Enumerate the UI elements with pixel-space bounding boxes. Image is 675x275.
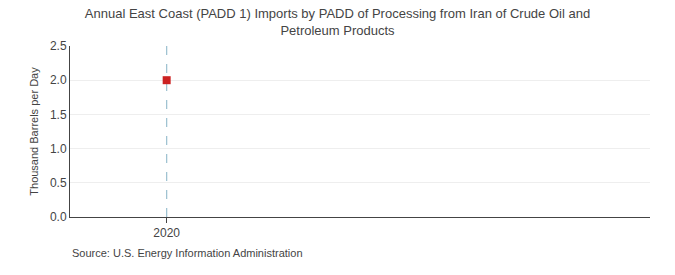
svg-text:0.5: 0.5	[50, 176, 67, 190]
svg-text:1.5: 1.5	[50, 108, 67, 122]
svg-text:Source: U.S. Energy Informatio: Source: U.S. Energy Information Administ…	[72, 247, 303, 259]
svg-text:2020: 2020	[153, 226, 180, 240]
svg-text:Thousand Barrels per Day: Thousand Barrels per Day	[28, 67, 40, 196]
svg-text:2.0: 2.0	[50, 73, 67, 87]
svg-text:0.0: 0.0	[50, 210, 67, 224]
svg-text:Annual East Coast (PADD 1) Imp: Annual East Coast (PADD 1) Imports by PA…	[85, 6, 590, 38]
svg-text:2.5: 2.5	[50, 39, 67, 53]
svg-text:1.0: 1.0	[50, 142, 67, 156]
